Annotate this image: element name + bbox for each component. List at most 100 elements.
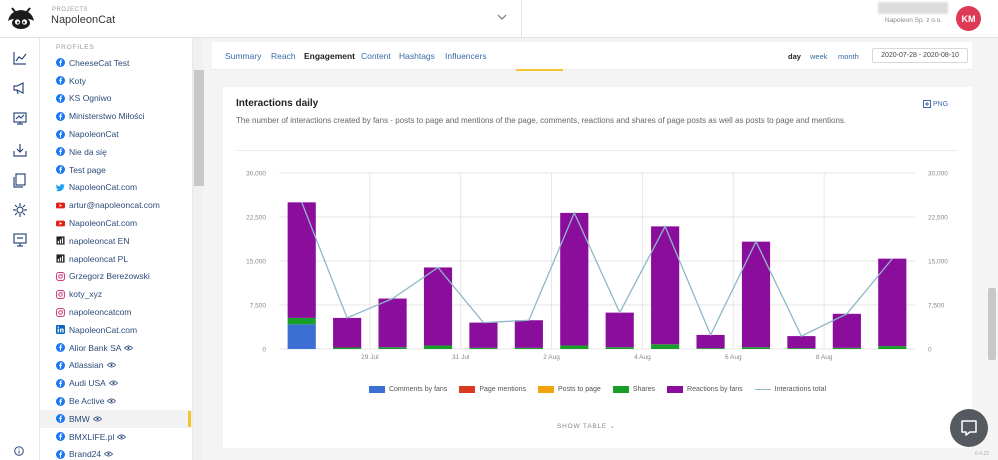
legend-item[interactable]: Interactions total	[754, 386, 826, 393]
tab-influencers[interactable]: Influencers	[445, 51, 487, 61]
profile-item[interactable]: NapoleonCat.com	[40, 214, 192, 232]
sidebar-scrollbar[interactable]	[193, 38, 203, 460]
tab-engagement[interactable]: Engagement	[304, 51, 356, 61]
info-icon[interactable]	[14, 446, 24, 456]
automation-icon[interactable]	[12, 202, 28, 218]
watch-eye-icon	[92, 416, 102, 422]
profile-item[interactable]: NapoleonCat	[40, 125, 192, 143]
monitor-icon[interactable]	[12, 232, 28, 248]
watch-eye-icon	[108, 380, 118, 386]
profile-item-label: napoleoncat EN	[69, 235, 130, 246]
bar-segment	[787, 336, 816, 349]
show-table-toggle[interactable]: SHOW TABLE ⌄	[557, 422, 616, 430]
analytics-icon[interactable]	[12, 50, 28, 66]
watch-eye-icon	[104, 451, 114, 457]
profile-item[interactable]: Be Active	[40, 392, 192, 410]
profile-item-label: BMXLIFE.pl	[69, 431, 115, 442]
reports-icon[interactable]	[12, 172, 28, 188]
tab-summary[interactable]: Summary	[225, 51, 262, 61]
granularity-day[interactable]: day	[788, 52, 801, 61]
x-tick-label: 31 Jul	[452, 354, 470, 361]
profile-item[interactable]: napoleoncat EN	[40, 232, 192, 250]
profile-item[interactable]: BMXLIFE.pl	[40, 428, 192, 446]
profile-item[interactable]: napoleoncatcom	[40, 303, 192, 321]
card-title: Interactions daily	[236, 98, 319, 109]
megaphone-icon[interactable]	[12, 80, 28, 96]
legend-item[interactable]: Comments by fans	[368, 386, 447, 393]
napoleoncat-logo[interactable]	[6, 5, 36, 33]
profile-item-label: Koty	[69, 75, 87, 86]
chevron-down-icon: ⌄	[609, 423, 616, 430]
legend-item[interactable]: Page mentions	[459, 386, 526, 393]
granularity-week[interactable]: week	[810, 52, 828, 61]
profile-item[interactable]: BMW	[40, 409, 192, 428]
top-bar: PROJECTS NapoleonCat Napoleon Sp. z o.o.…	[0, 0, 998, 38]
facebook-icon	[56, 414, 69, 424]
chat-button[interactable]	[950, 409, 988, 447]
facebook-icon	[56, 93, 69, 103]
avatar[interactable]: KM	[956, 6, 981, 31]
bar-segment	[469, 322, 498, 348]
legend-label: Page mentions	[479, 386, 527, 393]
tab-hashtags[interactable]: Hashtags	[399, 51, 435, 61]
profile-item[interactable]: Test page	[40, 161, 192, 179]
facebook-icon	[56, 449, 69, 459]
profile-item[interactable]: koty_xyz	[40, 285, 192, 303]
profile-item[interactable]: Alior Bank SA	[40, 339, 192, 357]
app-version: 6.4.23	[975, 451, 989, 457]
sidebar-scroll-thumb[interactable]	[194, 70, 204, 186]
project-selector[interactable]: NapoleonCat	[51, 14, 116, 26]
watch-eye-icon	[106, 363, 116, 368]
export-png-button[interactable]: PNG	[923, 100, 948, 108]
profile-item[interactable]: Nie da się	[40, 143, 192, 161]
analytics-icon	[56, 236, 69, 245]
y-tick-label-left: 7,500	[250, 303, 267, 310]
bar-segment	[741, 241, 771, 348]
facebook-icon	[56, 147, 69, 157]
profile-item[interactable]: CheeseCat Test	[40, 54, 192, 72]
facebook-icon	[56, 343, 69, 353]
publisher-icon[interactable]	[12, 110, 28, 126]
profile-item[interactable]: Brand24	[40, 446, 192, 460]
profile-item[interactable]: Koty	[40, 72, 192, 90]
profile-item[interactable]: NapoleonCat.com	[40, 179, 192, 197]
tab-content[interactable]: Content	[361, 51, 391, 61]
profile-item[interactable]: Grzegorz Berezowski	[40, 268, 192, 286]
profile-item[interactable]: Ministerstwo Miłości	[40, 107, 192, 125]
watch-eye-icon	[107, 398, 117, 404]
tab-reach[interactable]: Reach	[271, 51, 296, 61]
chevron-down-icon[interactable]	[496, 11, 508, 23]
bar-segment	[832, 313, 861, 348]
inbox-icon[interactable]	[12, 142, 28, 158]
x-tick-label: 4 Aug	[634, 354, 651, 361]
profile-item-label: napoleoncatcom	[69, 307, 132, 318]
y-tick-label-left: 22,500	[246, 215, 266, 222]
profile-item-label: BMW	[69, 413, 90, 424]
bar-segment	[514, 320, 543, 348]
bar-segment	[560, 345, 589, 349]
bar-segment	[378, 347, 407, 349]
granularity-month[interactable]: month	[838, 52, 859, 61]
profile-item[interactable]: KS Ogniwo	[40, 90, 192, 108]
twitter-icon	[56, 183, 69, 192]
legend-item[interactable]: Posts to page	[538, 386, 601, 393]
x-tick-label: 2 Aug	[543, 354, 560, 361]
bar-segment	[287, 202, 316, 318]
date-range-picker[interactable]: 2020-07-28 - 2020-08-10	[872, 48, 968, 63]
facebook-icon	[56, 432, 69, 442]
chart-legend: Comments by fans Page mentions Posts to pa…	[223, 386, 972, 393]
profile-list: CheeseCat Test Koty KS Ogniwo Ministerstwo …	[40, 54, 192, 460]
profile-item[interactable]: Atlassian	[40, 357, 192, 375]
profile-item[interactable]: napoleoncat PL	[40, 250, 192, 268]
profile-item[interactable]: Audi USA	[40, 374, 192, 392]
bar-segment	[832, 347, 861, 349]
bar-segment	[287, 317, 316, 325]
interactions-daily-card: Interactions daily The number of interac…	[223, 87, 972, 448]
legend-item[interactable]: Shares	[612, 386, 655, 393]
profile-item[interactable]: artur@napoleoncat.com	[40, 196, 192, 214]
legend-item[interactable]: Reactions by fans	[667, 386, 743, 393]
bar-segment	[878, 258, 907, 347]
page-scrollbar[interactable]	[988, 288, 996, 360]
profile-item[interactable]: NapoleonCat.com	[40, 321, 192, 339]
youtube-icon	[56, 201, 69, 210]
